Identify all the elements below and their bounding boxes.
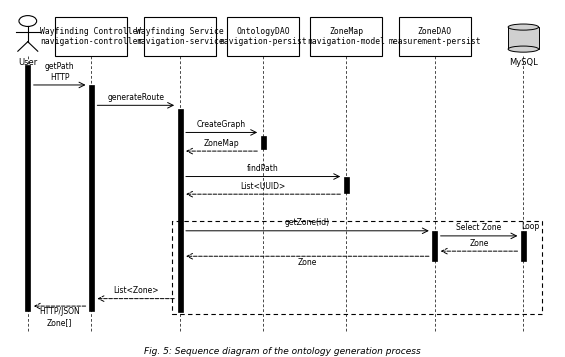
Text: Fig. 5: Sequence diagram of the ontology generation process: Fig. 5: Sequence diagram of the ontology… [144, 347, 421, 356]
Text: List<UUID>: List<UUID> [241, 182, 286, 191]
Text: Zone: Zone [470, 239, 489, 248]
Bar [260, 136, 266, 150]
Bar [177, 109, 182, 312]
Text: OntologyDAO
navigation-persist: OntologyDAO navigation-persist [219, 27, 307, 46]
Bar [25, 65, 31, 311]
Ellipse shape [508, 24, 538, 30]
Text: generateRoute: generateRoute [107, 93, 164, 102]
Text: getPath
HTTP: getPath HTTP [45, 62, 75, 82]
Bar [508, 27, 538, 49]
Bar [227, 17, 299, 56]
Text: findPath: findPath [247, 164, 279, 173]
Bar [144, 17, 216, 56]
Bar [344, 176, 349, 193]
Bar [89, 85, 94, 311]
Bar [310, 17, 382, 56]
Bar [55, 17, 128, 56]
Text: User: User [18, 58, 37, 67]
Text: ZoneDAO
measurement-persist: ZoneDAO measurement-persist [389, 27, 481, 46]
Ellipse shape [508, 46, 538, 52]
Text: Loop: Loop [521, 222, 540, 231]
Bar [521, 231, 526, 261]
Text: List<Zone>: List<Zone> [113, 286, 159, 295]
Text: Zone: Zone [298, 258, 317, 267]
Text: getZone(id): getZone(id) [285, 218, 330, 227]
Text: CreateGraph: CreateGraph [197, 120, 246, 129]
Text: HTTP/JSON
Zone[]: HTTP/JSON Zone[] [39, 307, 80, 327]
Text: ZoneMap: ZoneMap [204, 139, 240, 148]
Text: MySQL: MySQL [509, 58, 538, 67]
Bar [172, 221, 542, 314]
Text: Wayfinding Service
navigation-service: Wayfinding Service navigation-service [136, 27, 224, 46]
Bar [432, 231, 437, 261]
Text: Select Zone: Select Zone [457, 223, 502, 232]
Text: ZoneMap
navigation-model: ZoneMap navigation-model [307, 27, 385, 46]
Bar [399, 17, 471, 56]
Text: Wayfinding Controller
navigation-controller: Wayfinding Controller navigation-control… [40, 27, 142, 46]
